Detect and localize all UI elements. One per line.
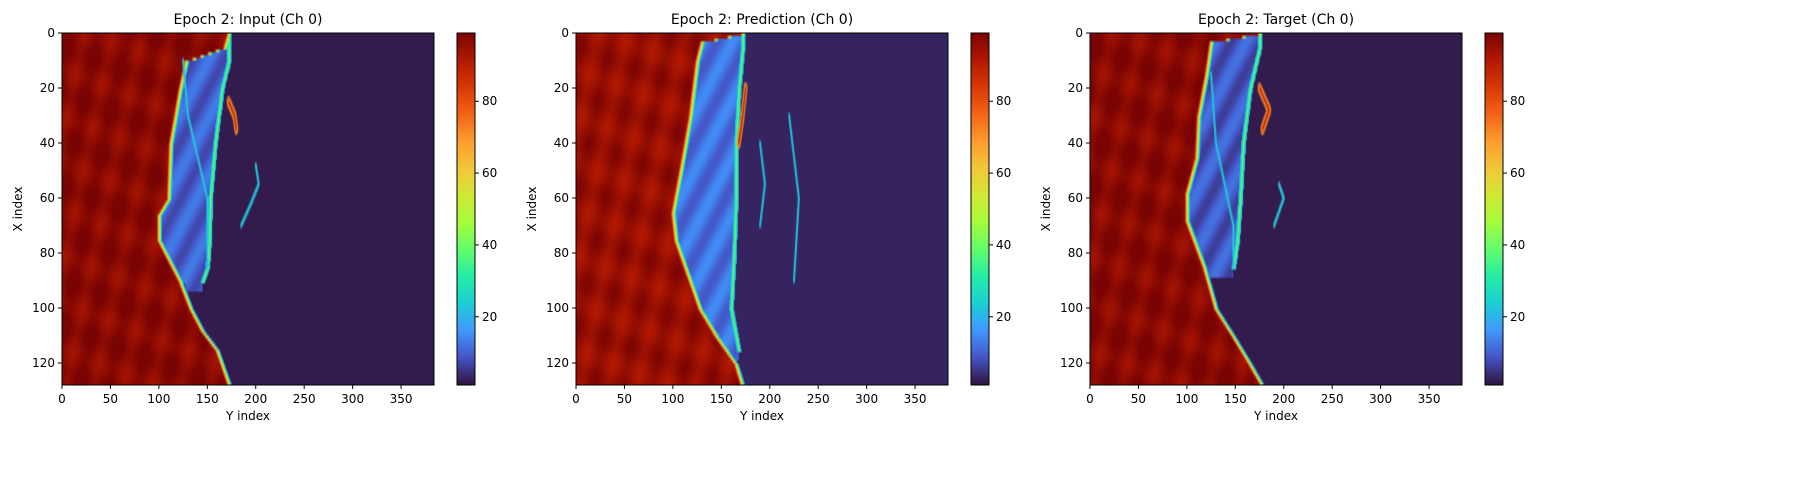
x-tick-label: 0 — [1086, 392, 1094, 406]
x-axis-label: Y index — [1253, 409, 1298, 423]
y-tick-label: 20 — [40, 81, 55, 95]
colorbar — [970, 32, 990, 386]
y-tick-label: 20 — [554, 81, 569, 95]
colorbar-tick-label: 60 — [1510, 166, 1525, 180]
colorbar-tick-label: 20 — [1510, 310, 1525, 324]
x-tick-label: 50 — [103, 392, 118, 406]
colorbar — [456, 32, 476, 386]
heatmap-image — [576, 33, 948, 385]
y-tick-label: 40 — [554, 136, 569, 150]
x-tick-label: 50 — [617, 392, 632, 406]
colorbar — [1484, 32, 1504, 386]
y-tick-label: 60 — [554, 191, 569, 205]
colorbar-tick-label: 80 — [996, 94, 1011, 108]
x-tick-label: 350 — [1418, 392, 1441, 406]
x-tick-label: 150 — [1224, 392, 1247, 406]
y-tick-label: 100 — [1060, 301, 1083, 315]
colorbar-tick-label: 40 — [482, 238, 497, 252]
y-tick-label: 60 — [40, 191, 55, 205]
x-tick-label: 200 — [244, 392, 267, 406]
panel-title: Epoch 2: Prediction (Ch 0) — [671, 12, 853, 28]
y-tick-label: 100 — [32, 301, 55, 315]
x-tick-label: 300 — [1369, 392, 1392, 406]
y-tick-label: 100 — [546, 301, 569, 315]
panel-3: Epoch 2: Target (Ch 0)0 50 100 150 200 250 300… — [1039, 12, 1525, 423]
y-tick-label: 40 — [40, 136, 55, 150]
colorbar-tick-label: 20 — [996, 310, 1011, 324]
y-tick-label: 0 — [47, 26, 55, 40]
x-tick-label: 0 — [572, 392, 580, 406]
y-tick-label: 80 — [554, 246, 569, 260]
x-tick-label: 250 — [293, 392, 316, 406]
x-axis-label: Y index — [225, 409, 270, 423]
x-axis-label: Y index — [739, 409, 784, 423]
x-tick-label: 350 — [904, 392, 927, 406]
y-tick-label: 120 — [32, 356, 55, 370]
x-tick-label: 250 — [1321, 392, 1344, 406]
y-tick-label: 80 — [1068, 246, 1083, 260]
y-axis-label: X index — [1039, 187, 1053, 232]
heatmap-image — [62, 33, 434, 385]
colorbar-tick-label: 80 — [482, 94, 497, 108]
panel-1: Epoch 2: Input (Ch 0)0 50 100 150 200 250 300 3… — [11, 12, 497, 423]
colorbar-tick-label: 80 — [1510, 94, 1525, 108]
colorbar-tick-label: 40 — [996, 238, 1011, 252]
x-tick-label: 100 — [1175, 392, 1198, 406]
y-tick-label: 20 — [1068, 81, 1083, 95]
axes-frame — [1089, 32, 1463, 386]
x-tick-label: 200 — [1272, 392, 1295, 406]
y-tick-label: 0 — [1075, 26, 1083, 40]
x-tick-label: 150 — [710, 392, 733, 406]
x-tick-label: 300 — [341, 392, 364, 406]
colorbar-tick-label: 40 — [1510, 238, 1525, 252]
x-tick-label: 350 — [390, 392, 413, 406]
x-tick-label: 250 — [807, 392, 830, 406]
y-tick-label: 60 — [1068, 191, 1083, 205]
x-tick-label: 50 — [1131, 392, 1146, 406]
axes-frame — [575, 32, 949, 386]
panel-title: Epoch 2: Input (Ch 0) — [173, 12, 322, 28]
y-tick-label: 0 — [561, 26, 569, 40]
colorbar-tick-label: 60 — [482, 166, 497, 180]
panel-title: Epoch 2: Target (Ch 0) — [1198, 12, 1354, 28]
y-axis-label: X index — [525, 187, 539, 232]
colorbar-tick-label: 60 — [996, 166, 1011, 180]
y-tick-label: 40 — [1068, 136, 1083, 150]
x-tick-label: 100 — [661, 392, 684, 406]
axes-frame — [61, 32, 435, 386]
x-tick-label: 150 — [196, 392, 219, 406]
y-tick-label: 120 — [546, 356, 569, 370]
heatmap-image — [1090, 33, 1462, 385]
y-axis-label: X index — [11, 187, 25, 232]
y-tick-label: 120 — [1060, 356, 1083, 370]
x-tick-label: 200 — [758, 392, 781, 406]
panel-2: Epoch 2: Prediction (Ch 0)0 50 100 150 200 25… — [525, 12, 1011, 423]
x-tick-label: 100 — [147, 392, 170, 406]
x-tick-label: 300 — [855, 392, 878, 406]
y-tick-label: 80 — [40, 246, 55, 260]
colorbar-tick-label: 20 — [482, 310, 497, 324]
x-tick-label: 0 — [58, 392, 66, 406]
